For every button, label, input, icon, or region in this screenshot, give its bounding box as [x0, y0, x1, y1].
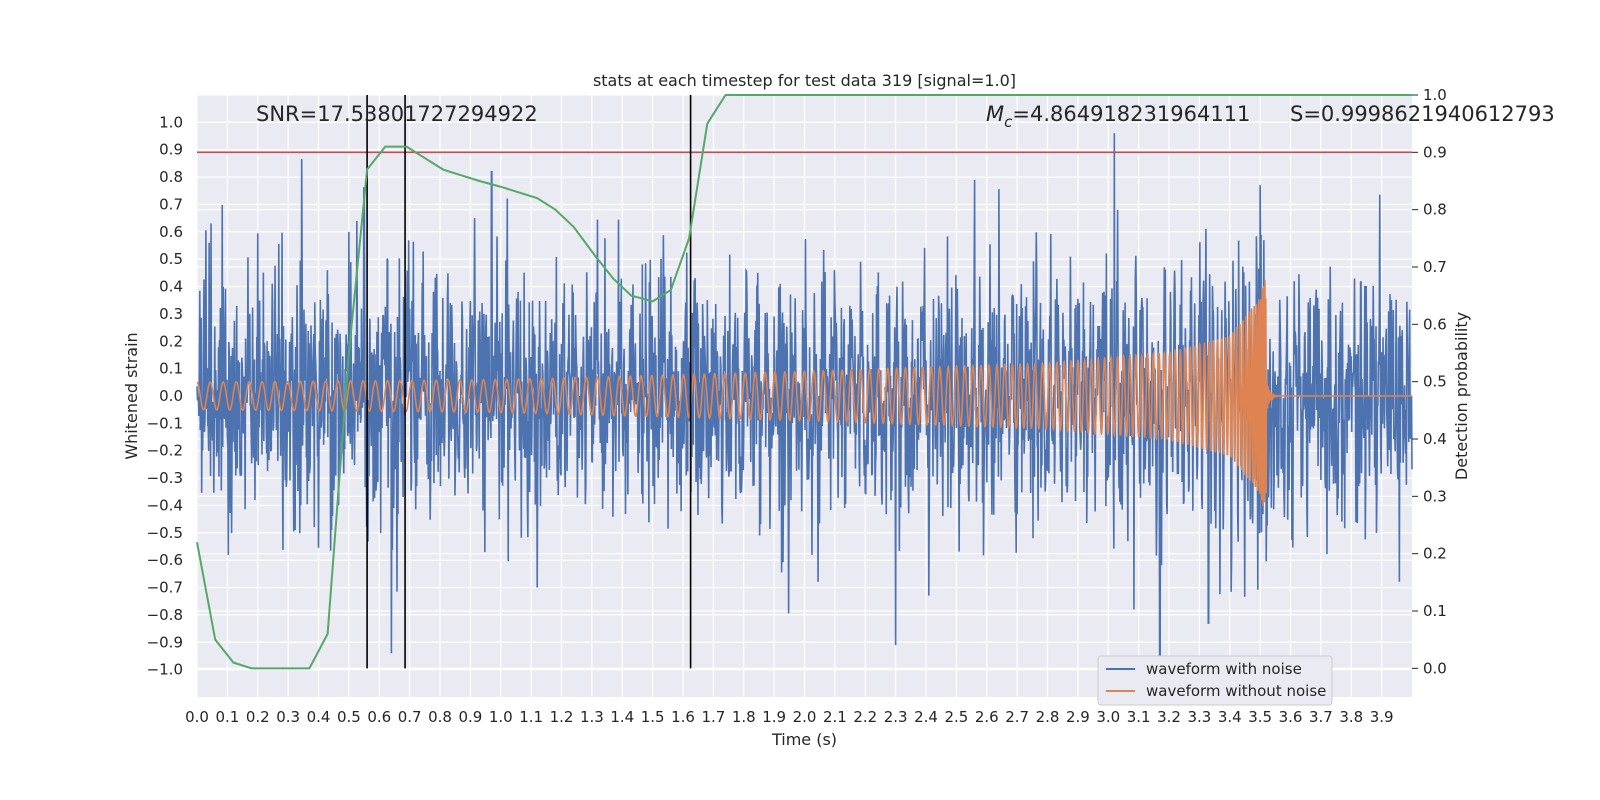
y-tick-label: 0.6	[159, 223, 183, 241]
x-tick-label: 2.3	[884, 708, 908, 726]
mc-subscript: c	[1004, 113, 1013, 131]
right-y-tick-label: 1.0	[1423, 86, 1447, 104]
snr-annotation: SNR=17.53801727294922	[256, 102, 538, 126]
right-y-tick-label: 0.0	[1423, 659, 1447, 677]
y-tick-label: 0.1	[159, 360, 183, 378]
y-tick-label: −0.4	[147, 496, 183, 514]
right-y-tick-label: 0.6	[1423, 315, 1447, 333]
legend: waveform with noise waveform without noi…	[1097, 655, 1333, 706]
x-tick-label: 3.6	[1279, 708, 1303, 726]
x-axis-label: Time (s)	[771, 730, 837, 749]
y-axis-label: Whitened strain	[122, 332, 141, 459]
x-tick-label: 1.9	[762, 708, 786, 726]
y-tick-label: 0.8	[159, 168, 183, 186]
x-tick-label: 3.4	[1218, 708, 1242, 726]
x-tick-label: 3.8	[1339, 708, 1363, 726]
y-tick-label: −0.3	[147, 469, 183, 487]
x-tick-label: 1.5	[641, 708, 665, 726]
y-tick-label: −0.6	[147, 551, 183, 569]
x-tick-label: 1.4	[610, 708, 634, 726]
y-tick-label: −0.2	[147, 442, 183, 460]
right-y-tick-label: 0.7	[1423, 258, 1447, 276]
y-tick-label: 0.7	[159, 195, 183, 213]
right-y-tick-label: 0.5	[1423, 373, 1447, 391]
y-tick-label: 0.3	[159, 305, 183, 323]
x-tick-label: 1.6	[671, 708, 695, 726]
x-tick-label: 0.0	[185, 708, 209, 726]
mc-symbol: M	[986, 102, 1004, 126]
x-tick-label: 0.9	[458, 708, 482, 726]
x-tick-label: 0.7	[398, 708, 422, 726]
x-tick-label: 2.1	[823, 708, 847, 726]
x-tick-label: 2.8	[1036, 708, 1060, 726]
right-y-tick-label: 0.9	[1423, 143, 1447, 161]
y-tick-label: 0.2	[159, 332, 183, 350]
right-y-tick-label: 0.3	[1423, 487, 1447, 505]
x-tick-label: 3.0	[1096, 708, 1120, 726]
mc-annotation: Mc=4.864918231964111	[986, 102, 1250, 131]
legend-label-clean: waveform without noise	[1146, 682, 1326, 700]
x-tick-label: 2.4	[914, 708, 938, 726]
y-tick-label: −0.1	[147, 414, 183, 432]
y-tick-label: −1.0	[147, 661, 183, 679]
x-tick-label: 0.6	[367, 708, 391, 726]
x-tick-label: 2.5	[944, 708, 968, 726]
right-y-tick-label: 0.1	[1423, 602, 1447, 620]
mc-value: =4.864918231964111	[1012, 102, 1250, 126]
detection-probability-line	[196, 94, 1412, 670]
legend-box	[1097, 655, 1333, 706]
x-tick-label: 0.2	[246, 708, 270, 726]
x-tick-label: 2.0	[793, 708, 817, 726]
right-y-tick-label: 0.8	[1423, 201, 1447, 219]
y-tick-label: 0.0	[159, 387, 183, 405]
y-tick-label: 0.9	[159, 141, 183, 159]
x-tick-label: 1.3	[580, 708, 604, 726]
s-annotation: S=0.9998621940612793	[1290, 102, 1555, 126]
x-tick-label: 3.2	[1157, 708, 1181, 726]
x-tick-label: 1.1	[519, 708, 543, 726]
x-tick-label: 1.8	[732, 708, 756, 726]
y-tick-label: 0.4	[159, 278, 183, 296]
series-waveform-with-noise	[196, 133, 1413, 682]
x-tick-label: 3.7	[1309, 708, 1333, 726]
axes: 0.0 0.1 0.2 0.3 0.4 0.5 0.6 0.7 0.8 0.9 1.0 1.1 1.2 1…	[147, 86, 1447, 726]
x-tick-label: 3.5	[1248, 708, 1272, 726]
y-tick-label: −0.5	[147, 524, 183, 542]
x-tick-label: 0.5	[337, 708, 361, 726]
noisy-waveform-line	[196, 133, 1413, 682]
x-tick-label: 0.4	[307, 708, 331, 726]
overlay-lines	[196, 94, 1412, 670]
y-tick-label: −0.7	[147, 579, 183, 597]
y-tick-label: −0.9	[147, 633, 183, 651]
x-tick-label: 0.8	[428, 708, 452, 726]
x-tick-label: 0.3	[276, 708, 300, 726]
x-tick-label: 1.2	[550, 708, 574, 726]
x-tick-label: 3.3	[1187, 708, 1211, 726]
x-tick-label: 2.2	[853, 708, 877, 726]
x-tick-label: 2.7	[1005, 708, 1029, 726]
y-tick-label: 0.5	[159, 250, 183, 268]
chart-title: stats at each timestep for test data 319…	[593, 71, 1016, 90]
x-tick-label: 1.7	[701, 708, 725, 726]
clean-waveform-line	[196, 279, 1412, 506]
series-waveform-without-noise	[196, 279, 1412, 506]
y-tick-label: 1.0	[159, 113, 183, 131]
legend-label-noisy: waveform with noise	[1146, 660, 1302, 678]
x-tick-label: 0.1	[215, 708, 239, 726]
x-tick-label: 3.9	[1370, 708, 1394, 726]
right-y-axis-label: Detection probability	[1452, 312, 1471, 480]
x-tick-label: 3.1	[1127, 708, 1151, 726]
right-y-tick-label: 0.4	[1423, 430, 1447, 448]
right-y-tick-label: 0.2	[1423, 545, 1447, 563]
x-tick-label: 1.0	[489, 708, 513, 726]
x-tick-label: 2.6	[975, 708, 999, 726]
y-tick-label: −0.8	[147, 606, 183, 624]
x-tick-label: 2.9	[1066, 708, 1090, 726]
